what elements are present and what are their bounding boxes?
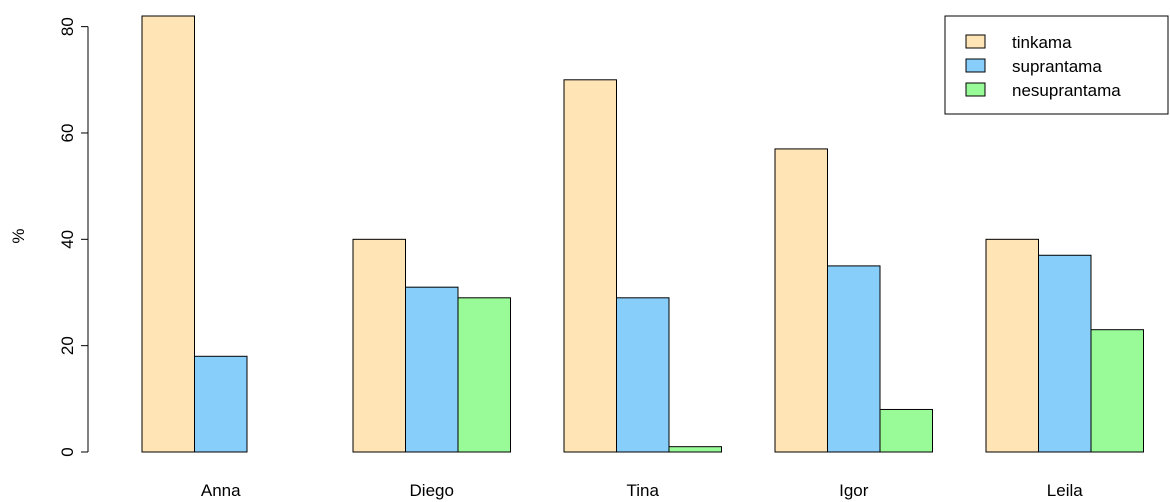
y-tick-label: 20 — [58, 336, 77, 355]
bar-suprantama-tina — [616, 297, 670, 453]
bar-suprantama-igor — [827, 265, 881, 453]
legend-label-suprantama: suprantama — [1012, 57, 1102, 76]
legend: tinkama suprantama nesuprantama — [944, 15, 1169, 115]
category-label: Igor — [839, 481, 869, 500]
bar-suprantama-leila — [1038, 254, 1092, 453]
bar-tinkama-diego — [352, 238, 406, 453]
y-axis-label: % — [9, 228, 28, 243]
bar-suprantama-diego — [405, 286, 459, 453]
legend-swatch-tinkama — [965, 34, 986, 49]
bar-nesuprantama-leila — [1090, 329, 1144, 453]
bar-tinkama-tina — [563, 79, 617, 453]
y-tick-label: 80 — [58, 17, 77, 36]
y-axis: 0 20 40 60 80 — [58, 17, 89, 457]
category-label: Tina — [627, 481, 660, 500]
bar-nesuprantama-igor — [879, 408, 933, 453]
bar-nesuprantama-diego — [457, 297, 511, 453]
legend-swatch-nesuprantama — [965, 82, 986, 97]
bar-tinkama-igor — [774, 148, 828, 453]
y-tick-label: 40 — [58, 230, 77, 249]
legend-swatch-suprantama — [965, 58, 986, 73]
y-tick-label: 60 — [58, 124, 77, 143]
legend-label-tinkama: tinkama — [1012, 33, 1072, 52]
bar-tinkama-leila — [985, 238, 1039, 453]
bar-tinkama-anna — [141, 15, 195, 453]
category-label: Anna — [201, 481, 241, 500]
bar-suprantama-anna — [194, 355, 248, 453]
category-label: Diego — [410, 481, 454, 500]
category-labels: Anna Diego Tina Igor Leila — [201, 481, 1083, 500]
category-label: Leila — [1047, 481, 1083, 500]
y-tick-label: 0 — [58, 447, 77, 456]
bars — [141, 15, 1144, 453]
bar-nesuprantama-tina — [668, 446, 722, 453]
legend-label-nesuprantama: nesuprantama — [1012, 81, 1121, 100]
